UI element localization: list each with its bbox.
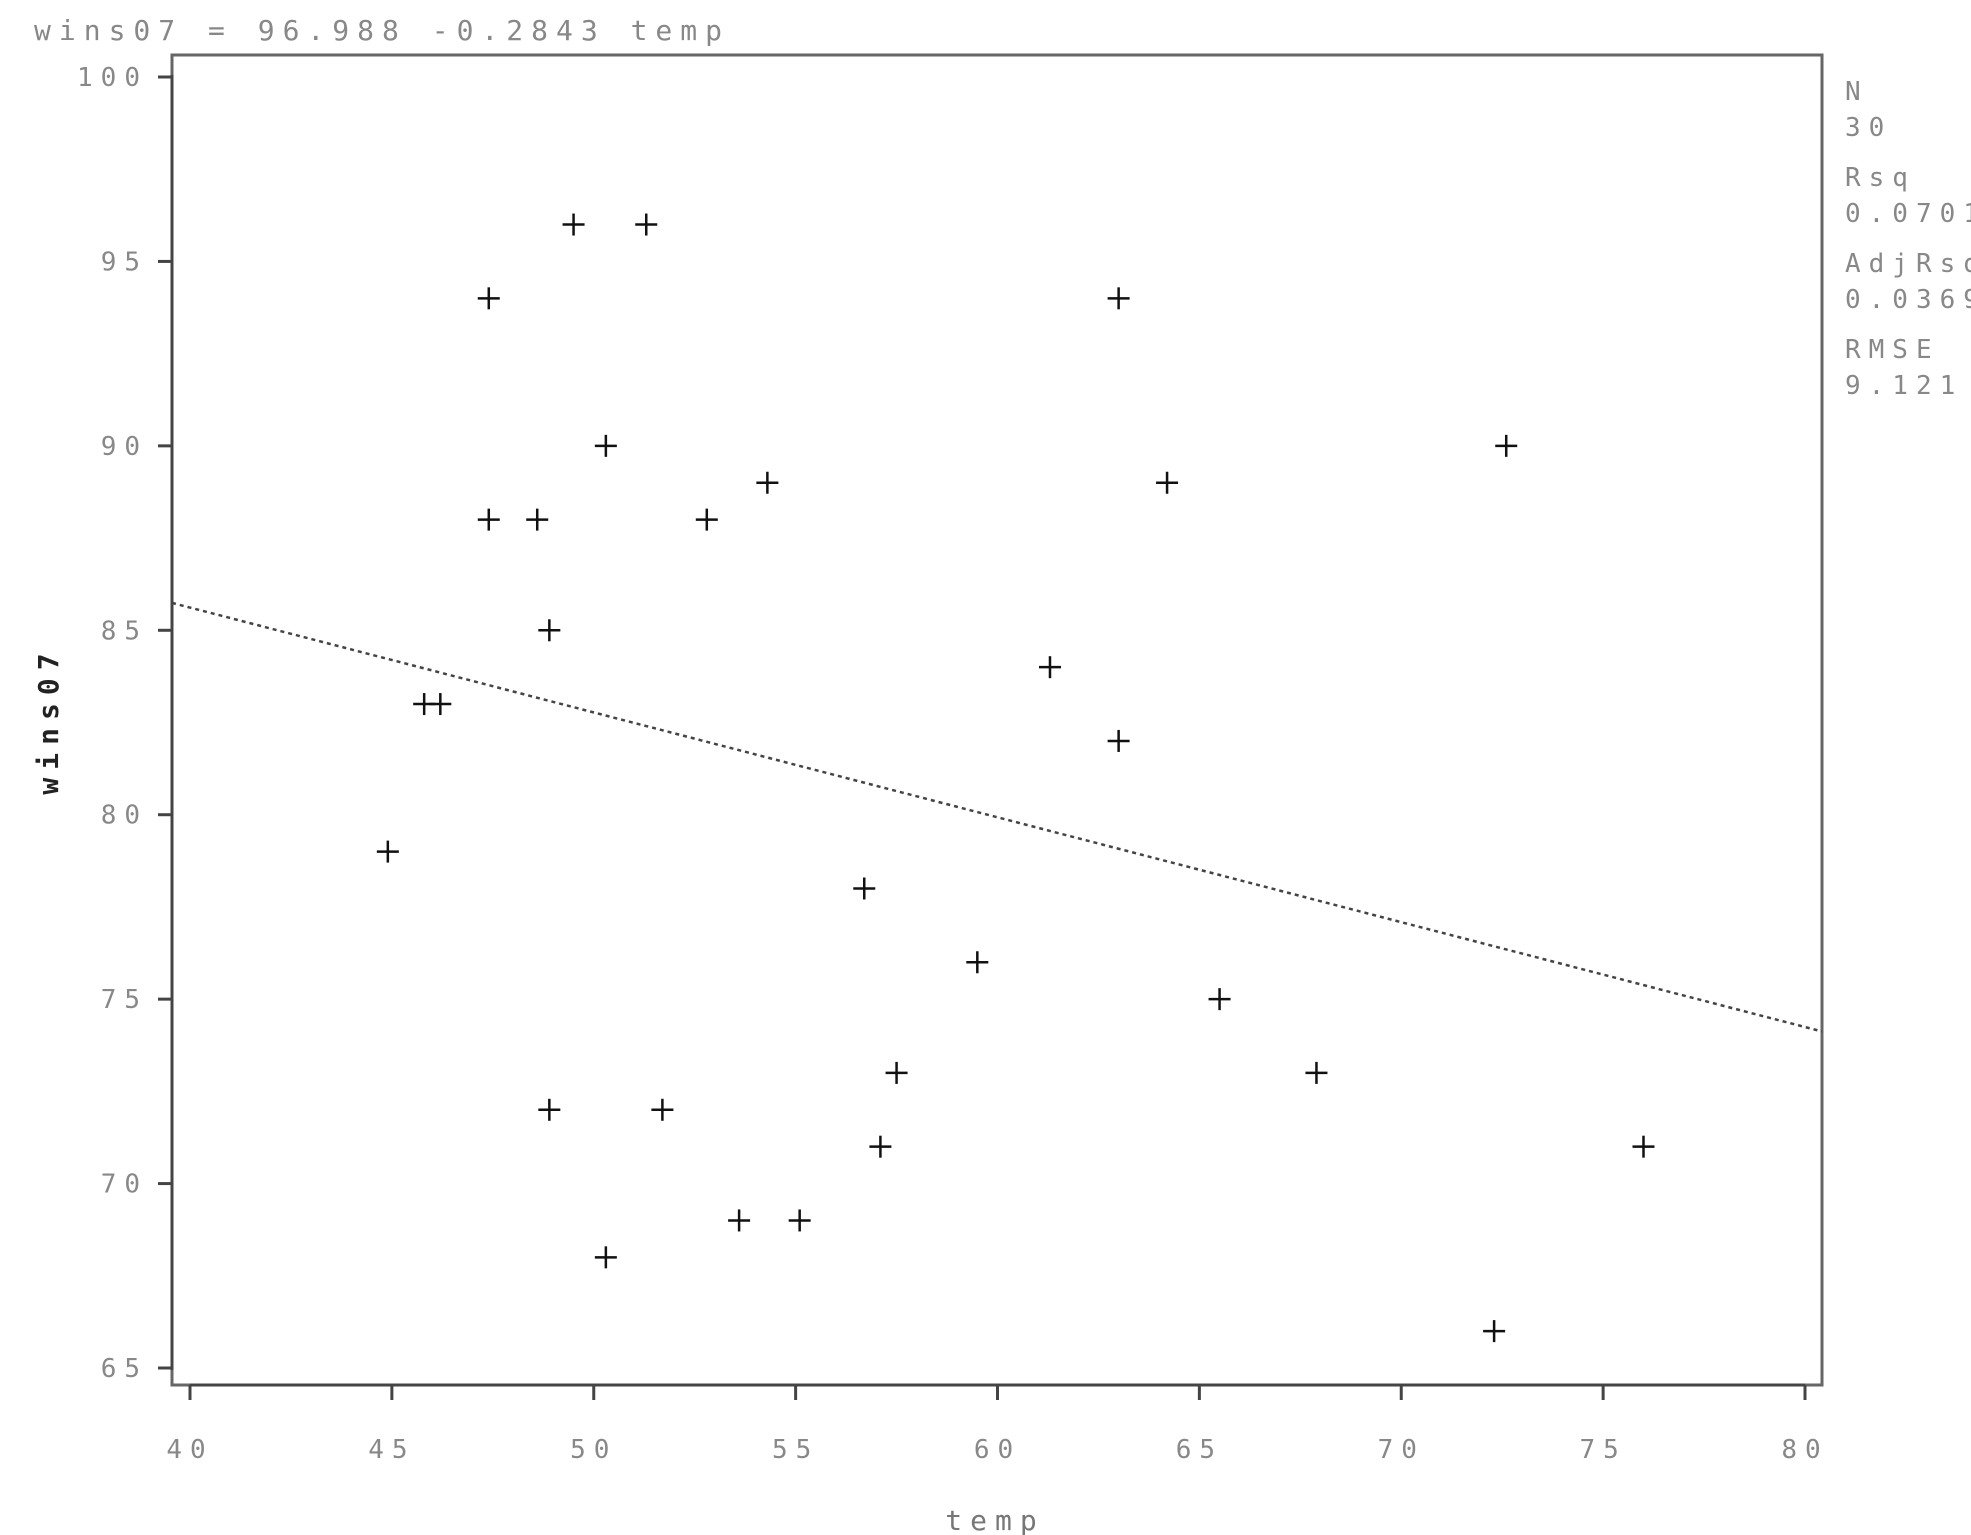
- stat-label: RMSE: [1845, 335, 1940, 365]
- y-tick-label: 75: [101, 985, 148, 1015]
- regression-line: [171, 601, 1823, 1033]
- fit-statistics-panel: N 30 Rsq 0.0701 AdjRsq 0.0369 RMSE 9.121: [1845, 77, 1971, 401]
- data-point-marker: [869, 1135, 892, 1158]
- data-point-marker: [885, 1061, 908, 1084]
- data-point-marker: [429, 693, 452, 716]
- plot-frame: [170, 53, 1824, 1387]
- x-tick-label: 50: [570, 1435, 617, 1465]
- data-points: [376, 213, 1655, 1343]
- stat-label: N: [1845, 77, 1869, 107]
- data-point-marker: [756, 471, 779, 494]
- data-point-marker: [594, 434, 617, 457]
- data-point-marker: [477, 287, 500, 310]
- data-point-marker: [594, 1246, 617, 1269]
- data-point-marker: [635, 213, 658, 236]
- data-point-marker: [728, 1209, 751, 1232]
- data-point-marker: [695, 508, 718, 531]
- data-point-marker: [538, 1098, 561, 1121]
- y-tick-label: 85: [101, 616, 148, 646]
- x-tick-label: 60: [974, 1435, 1021, 1465]
- y-tick-label: 65: [101, 1354, 148, 1384]
- x-axis-ticks: 40 45 50 55 60 65 70 75 80: [166, 1385, 1828, 1465]
- y-axis-ticks: 65 70 75 80 85 90 95 100: [77, 63, 172, 1384]
- data-point-marker: [1107, 729, 1130, 752]
- data-point-marker: [651, 1098, 674, 1121]
- data-point-marker: [376, 840, 399, 863]
- x-tick-label: 80: [1781, 1435, 1828, 1465]
- x-tick-label: 70: [1378, 1435, 1425, 1465]
- data-point-marker: [788, 1209, 811, 1232]
- data-point-marker: [1495, 434, 1518, 457]
- data-point-marker: [1305, 1061, 1328, 1084]
- data-point-marker: [853, 877, 876, 900]
- y-tick-label: 90: [101, 432, 148, 462]
- x-tick-label: 40: [166, 1435, 213, 1465]
- chart-title-equation: wins07 = 96.988 -0.2843 temp: [34, 14, 730, 47]
- data-point-marker: [1107, 287, 1130, 310]
- data-point-marker: [1156, 471, 1179, 494]
- y-tick-label: 95: [101, 247, 148, 277]
- data-point-marker: [477, 508, 500, 531]
- stat-label: AdjRsq: [1845, 249, 1971, 279]
- x-tick-label: 75: [1579, 1435, 1626, 1465]
- stat-value: 30: [1845, 113, 1892, 143]
- data-point-marker: [538, 619, 561, 642]
- data-point-marker: [1038, 656, 1061, 679]
- x-tick-label: 65: [1176, 1435, 1223, 1465]
- stat-label: Rsq: [1845, 163, 1916, 193]
- stat-value: 9.121: [1845, 371, 1963, 401]
- data-point-marker: [966, 951, 989, 974]
- y-tick-label: 70: [101, 1170, 148, 1200]
- stat-value: 0.0701: [1845, 199, 1971, 229]
- data-point-marker: [526, 508, 549, 531]
- stat-value: 0.0369: [1845, 285, 1971, 315]
- y-axis-label: wins07: [32, 645, 65, 794]
- y-tick-label: 100: [77, 63, 148, 93]
- data-point-marker: [1208, 988, 1231, 1011]
- x-tick-label: 45: [368, 1435, 415, 1465]
- data-point-marker: [562, 213, 585, 236]
- x-axis-label: temp: [945, 1504, 1044, 1535]
- x-tick-label: 55: [772, 1435, 819, 1465]
- data-point-marker: [1483, 1320, 1506, 1343]
- data-point-marker: [1632, 1135, 1655, 1158]
- y-tick-label: 80: [101, 801, 148, 831]
